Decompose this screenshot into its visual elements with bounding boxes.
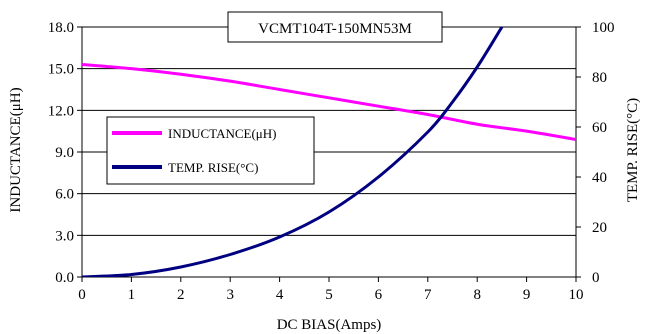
x-tick-label: 1 <box>128 287 136 303</box>
legend: INDUCTANCE(μH) TEMP. RISE(°C) <box>106 116 315 185</box>
x-tick-label: 3 <box>226 287 234 303</box>
x-tick-label: 2 <box>177 287 185 303</box>
title-box: VCMT104T-150MN53M <box>227 11 443 43</box>
x-tick-label: 6 <box>375 287 383 303</box>
left-tick-label: 18.0 <box>48 20 74 36</box>
x-tick-label: 10 <box>569 287 584 303</box>
series-line-temp-rise <box>82 27 504 277</box>
x-tick-label: 0 <box>78 287 86 303</box>
x-tick-label: 8 <box>473 287 481 303</box>
x-tick-label: 5 <box>325 287 333 303</box>
left-axis-title: INDUCTANCE(μH) <box>8 87 24 212</box>
left-tick-label: 15.0 <box>48 62 74 78</box>
right-tick-label: 0 <box>592 270 600 286</box>
left-tick-label: 0.0 <box>55 270 74 286</box>
right-tick-label: 100 <box>592 20 615 36</box>
legend-label-temp-rise: TEMP. RISE(°C) <box>168 160 258 175</box>
right-tick-label: 20 <box>592 220 607 236</box>
axis-ticks: 0.0 3.0 6.0 9.0 12.0 15.0 18.0 0 20 40 60 80 100 0 1 2 3… <box>48 20 615 303</box>
chart-title: VCMT104T-150MN53M <box>258 21 412 37</box>
series-layer <box>82 27 576 277</box>
x-tick-label: 7 <box>424 287 432 303</box>
left-tick-label: 9.0 <box>55 145 74 161</box>
right-axis-title: TEMP. RISE(°C) <box>625 98 641 202</box>
x-axis-title: DC BIAS(Amps) <box>277 317 382 333</box>
left-tick-label: 12.0 <box>48 103 74 119</box>
right-tick-label: 60 <box>592 120 607 136</box>
series-line-inductance <box>82 63 576 141</box>
title-frame <box>227 11 443 43</box>
left-tick-label: 3.0 <box>55 228 74 244</box>
x-tick-label: 4 <box>276 287 284 303</box>
right-tick-label: 40 <box>592 170 607 186</box>
legend-frame <box>106 116 315 185</box>
legend-label-inductance: INDUCTANCE(μH) <box>168 126 276 141</box>
left-tick-label: 6.0 <box>55 187 74 203</box>
right-tick-label: 80 <box>592 70 607 86</box>
x-tick-label: 9 <box>523 287 531 303</box>
